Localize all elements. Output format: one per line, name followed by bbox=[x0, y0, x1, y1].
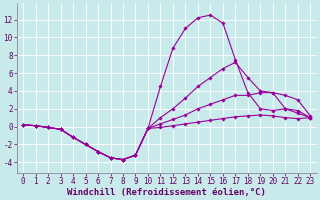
X-axis label: Windchill (Refroidissement éolien,°C): Windchill (Refroidissement éolien,°C) bbox=[67, 188, 266, 197]
